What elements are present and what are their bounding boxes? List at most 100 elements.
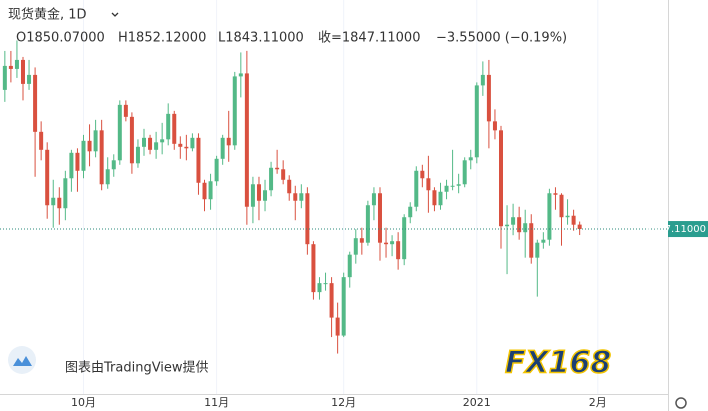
candle-body (529, 223, 534, 258)
candle-body (256, 184, 261, 201)
last-price-label: 1847.11000 (646, 224, 706, 235)
candle-body (14, 59, 19, 69)
candle-body (45, 149, 50, 206)
candle-body (541, 239, 546, 243)
candle-body (420, 170, 425, 179)
candle-body (135, 146, 140, 164)
candle-body (426, 178, 431, 191)
candle-body (396, 241, 401, 260)
candle-body (468, 157, 473, 161)
candle-body (293, 193, 298, 201)
candle-body (559, 194, 564, 218)
candle-body (474, 85, 479, 158)
candle-body (220, 137, 225, 159)
candle-body (444, 185, 449, 192)
candle-body (87, 140, 92, 152)
candle-body (377, 193, 382, 243)
candle-body (281, 169, 286, 180)
candle-body (317, 283, 322, 293)
candle-body (148, 137, 153, 150)
candle-body (450, 185, 455, 187)
candle-body (244, 73, 249, 207)
candle-body (202, 182, 207, 200)
dropdown-icon[interactable] (111, 12, 119, 17)
candle-body (105, 169, 110, 185)
candle-body (2, 65, 7, 90)
candle-body (117, 104, 122, 161)
ohlc-value: H1852.12000 (118, 31, 206, 46)
candle-body (232, 76, 237, 146)
candle-body (81, 140, 86, 171)
tv-logo-mark (13, 356, 32, 366)
candle-body (517, 217, 522, 233)
ohlc-row: O1850.07000 H1852.12000 L1843.11000 收=1847.… (16, 31, 567, 46)
candle-body (371, 193, 376, 206)
candle-body (184, 146, 189, 149)
candle-body (263, 190, 268, 201)
x-tick-label: 10月 (71, 396, 96, 409)
candle-body (20, 59, 25, 84)
candle-body (408, 206, 413, 218)
candle-body (190, 137, 195, 149)
candle-body (166, 113, 171, 140)
candle-body (365, 205, 370, 243)
candle-body (456, 184, 461, 186)
ohlc-value: L1843.11000 (218, 31, 304, 46)
candle-body (99, 130, 104, 185)
candle-body (492, 121, 497, 131)
candle-body (51, 197, 56, 206)
grid (83, 0, 599, 394)
ohlc-value: −3.55000 (−0.19%) (436, 31, 567, 46)
candle-body (305, 193, 310, 245)
candle-body (505, 224, 510, 227)
candle-body (347, 254, 352, 278)
candle-body (275, 167, 280, 170)
candle-body (160, 139, 165, 143)
candle-body (432, 190, 437, 206)
candle-body (571, 215, 576, 225)
x-tick-label: 2月 (589, 396, 607, 409)
candle-body (196, 137, 201, 183)
candle-body (154, 142, 159, 150)
candle-body (323, 283, 328, 285)
candle-body (414, 170, 419, 207)
candle-body (353, 238, 358, 255)
candle-body (39, 131, 44, 150)
candle-body (499, 130, 503, 227)
candle-body (535, 242, 540, 258)
candle-body (93, 130, 98, 152)
settings-icon[interactable] (675, 397, 687, 409)
candle-body (565, 215, 570, 218)
x-tick-label: 2021 (463, 396, 491, 409)
candle-body (299, 193, 304, 201)
candles (2, 40, 582, 354)
candle-body (63, 178, 68, 209)
candle-body (214, 158, 219, 182)
watermark: 图表由TradingView提供 (65, 360, 209, 376)
candle-body (238, 73, 243, 77)
candle-body (208, 181, 213, 200)
candle-body (384, 242, 389, 245)
candle-body (33, 74, 38, 132)
candle-body (341, 277, 346, 336)
candle-body (335, 317, 340, 336)
candle-body (172, 113, 177, 144)
symbol: 现货黄金, 1D (8, 7, 87, 23)
candle-body (329, 283, 334, 318)
candle-body (511, 217, 516, 225)
candle-body (462, 160, 467, 185)
candle-body (226, 137, 231, 146)
ohlc-value: 收=1847.11000 (318, 31, 420, 46)
candle-body (438, 191, 443, 206)
candle-body (287, 179, 292, 194)
candle-body (129, 116, 134, 164)
candle-body (27, 74, 32, 84)
candle-body (178, 143, 183, 147)
candle-body (311, 244, 316, 293)
candle-body (523, 223, 528, 233)
candle-body (359, 238, 364, 243)
candle-body (553, 193, 558, 195)
candle-body (480, 74, 485, 86)
